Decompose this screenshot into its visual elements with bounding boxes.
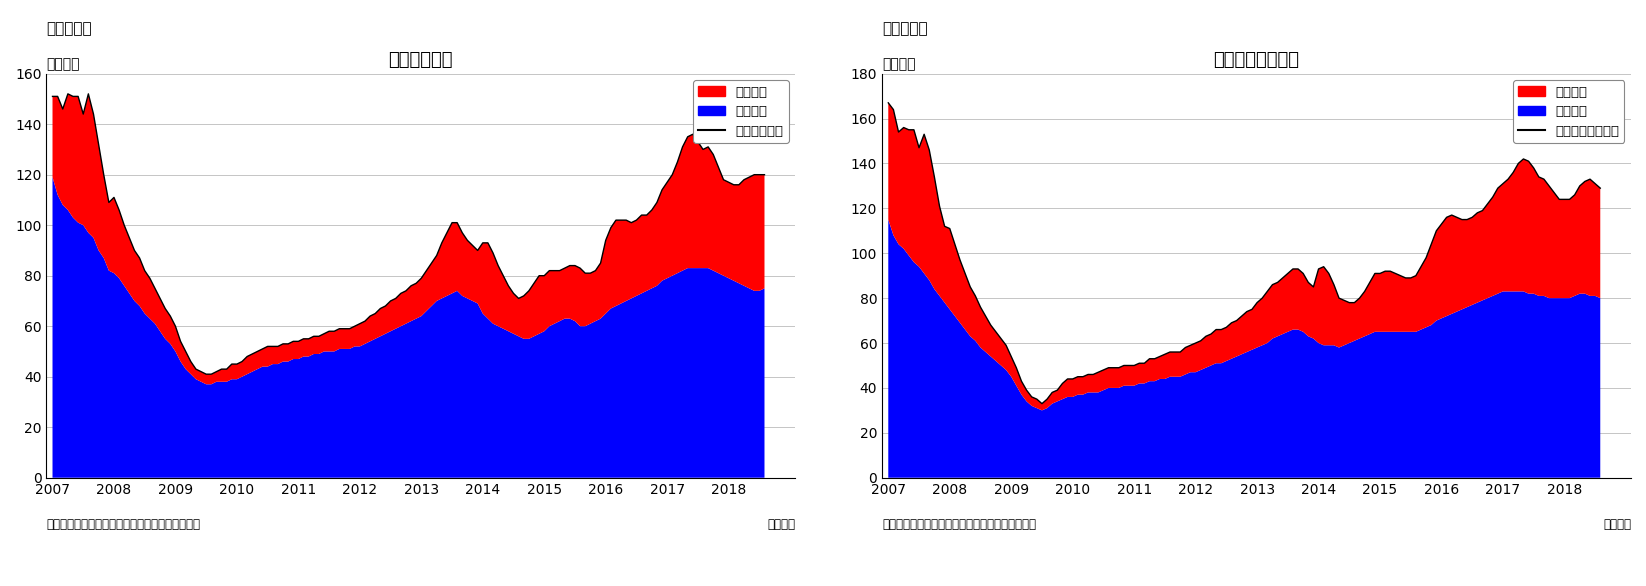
Text: （月次）: （月次） [767,518,795,531]
Text: （万件）: （万件） [882,57,915,71]
Text: （資料）センサス局よりニッセイ基礎研究所作成: （資料）センサス局よりニッセイ基礎研究所作成 [882,518,1035,531]
Text: （資料）センサス局よりニッセイ基礎研究所作成: （資料）センサス局よりニッセイ基礎研究所作成 [46,518,201,531]
Text: （図表１）: （図表１） [46,21,92,36]
Legend: 集合住宅, 一戸建て, 住宅建築許可件数: 集合住宅, 一戸建て, 住宅建築許可件数 [1513,80,1625,143]
Title: 住宅着工許可件数: 住宅着工許可件数 [1213,52,1300,69]
Text: （万件）: （万件） [46,57,81,71]
Title: 住宅着工件数: 住宅着工件数 [388,52,453,69]
Legend: 集合住宅, 一戸建て, 住宅着工件数: 集合住宅, 一戸建て, 住宅着工件数 [693,80,788,143]
Text: （月次）: （月次） [1603,518,1631,531]
Text: （図表２）: （図表２） [882,21,928,36]
